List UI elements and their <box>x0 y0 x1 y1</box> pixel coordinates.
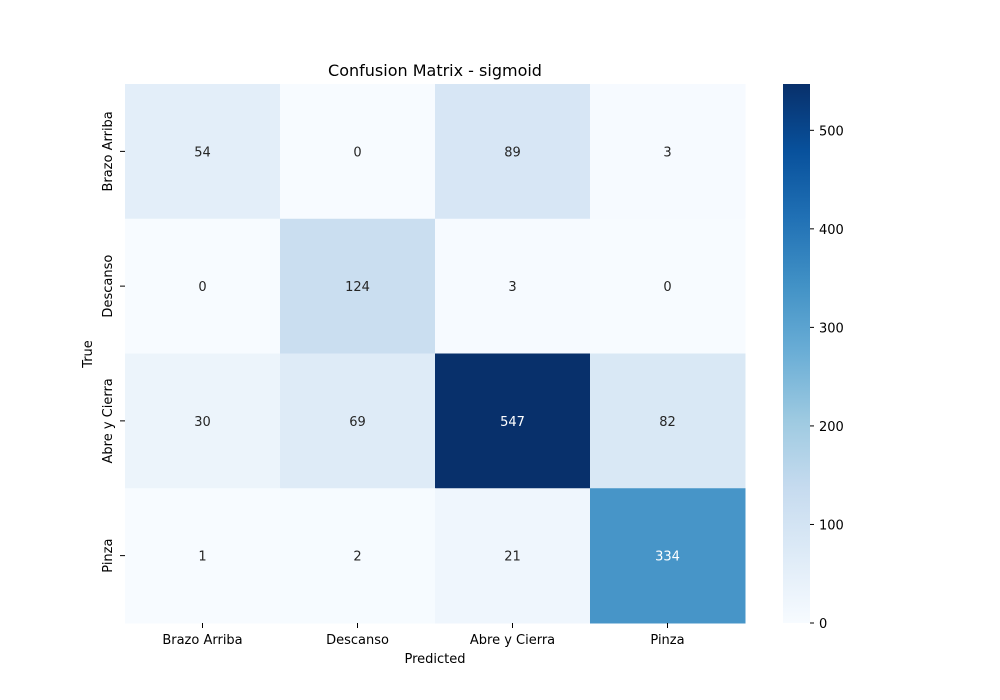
cell-value-label: 30 <box>194 415 211 430</box>
y-tick-label: Abre y Cierra <box>101 378 116 463</box>
colorbar-tick-label: 300 <box>819 321 844 336</box>
heatmap-cell <box>435 353 591 489</box>
heatmap-cell <box>435 218 591 354</box>
heatmap-cell <box>125 218 281 354</box>
y-tick-label: Descanso <box>101 255 116 318</box>
x-tick-label: Pinza <box>650 633 684 648</box>
heatmap-cell <box>590 353 746 489</box>
cell-value-label: 21 <box>504 550 521 565</box>
cell-value-label: 82 <box>659 415 676 430</box>
cell-value-label: 3 <box>508 280 516 295</box>
cell-value-label: 3 <box>663 145 671 160</box>
heatmap-cell <box>590 84 746 220</box>
chart-title: Confusion Matrix - sigmoid <box>328 61 542 80</box>
y-tick-label: Pinza <box>101 539 116 573</box>
heatmap-cell <box>280 488 436 624</box>
heatmap-cell <box>125 488 281 624</box>
heatmap-cell <box>435 488 591 624</box>
y-axis: Brazo Arriba Descanso Abre y Cierra Pinza <box>101 111 125 573</box>
heatmap-cells <box>125 84 746 624</box>
heatmap-cell <box>125 353 281 489</box>
colorbar-tick-label: 100 <box>819 518 844 533</box>
colorbar <box>783 84 810 623</box>
y-tick-label: Brazo Arriba <box>101 111 116 191</box>
x-axis-label: Predicted <box>404 652 465 667</box>
x-tick-label: Descanso <box>326 633 389 648</box>
heatmap-cell <box>590 218 746 354</box>
cell-value-label: 124 <box>345 280 370 295</box>
x-tick-label: Abre y Cierra <box>470 633 555 648</box>
cell-value-label: 547 <box>500 415 525 430</box>
cell-value-label: 0 <box>663 280 671 295</box>
colorbar-tick-label: 400 <box>819 223 844 238</box>
heatmap-cell <box>435 84 591 220</box>
x-axis: Brazo Arriba Descanso Abre y Cierra Pinza <box>162 623 685 648</box>
cell-value-label: 89 <box>504 145 521 160</box>
heatmap-cell <box>280 84 436 220</box>
x-tick-label: Brazo Arriba <box>162 633 242 648</box>
heatmap-cell <box>280 218 436 354</box>
cell-value-label: 54 <box>194 145 211 160</box>
cell-value-label: 334 <box>655 550 680 565</box>
heatmap-cell-labels: 54 0 89 30 124 3 030 69 547 821 2 21 334 <box>194 145 680 564</box>
colorbar-ticks: 0 100 200 300 400 500 <box>810 124 844 632</box>
heatmap-cell <box>590 488 746 624</box>
cell-value-label: 0 <box>198 280 206 295</box>
cell-value-label: 0 <box>353 145 361 160</box>
colorbar-tick-label: 200 <box>819 420 844 435</box>
cell-value-label: 2 <box>353 550 361 565</box>
heatmap-cell <box>125 84 281 220</box>
y-axis-label: True <box>81 340 96 369</box>
cell-value-label: 1 <box>198 550 206 565</box>
heatmap-cell <box>280 353 436 489</box>
colorbar-tick-label: 500 <box>819 124 844 139</box>
colorbar-tick-label: 0 <box>819 617 827 632</box>
cell-value-label: 69 <box>349 415 366 430</box>
